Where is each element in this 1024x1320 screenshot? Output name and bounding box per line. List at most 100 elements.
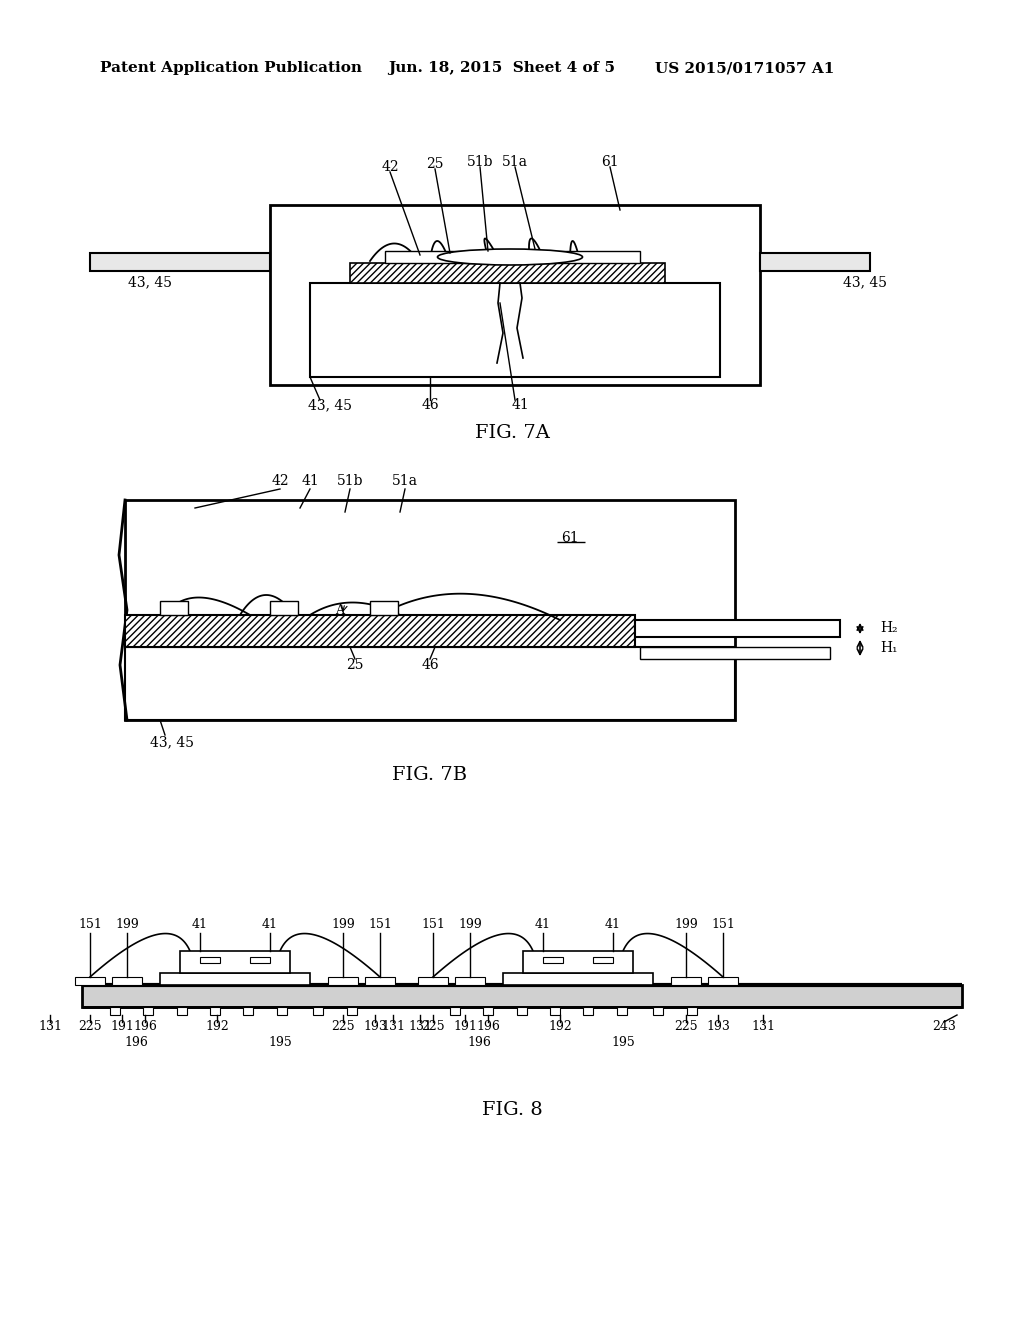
Text: 225: 225 (421, 1020, 444, 1034)
Text: 41: 41 (535, 919, 551, 932)
Bar (503, 973, 653, 985)
Bar (270, 601, 298, 615)
Text: 196: 196 (133, 1020, 157, 1034)
Bar (210, 1007, 220, 1015)
Bar (635, 620, 840, 638)
Text: 43, 45: 43, 45 (843, 275, 887, 289)
Text: 131: 131 (751, 1020, 775, 1034)
Text: 61: 61 (561, 531, 579, 545)
Bar (653, 1007, 663, 1015)
Text: 196: 196 (124, 1036, 147, 1049)
Text: FIG. 7B: FIG. 7B (392, 766, 468, 784)
Bar (370, 601, 398, 615)
Bar (250, 957, 270, 964)
Text: 151: 151 (421, 919, 445, 932)
Bar (82, 985, 962, 1007)
Text: 46: 46 (421, 657, 439, 672)
Text: H₂: H₂ (880, 622, 898, 635)
Text: 43, 45: 43, 45 (150, 735, 194, 748)
Text: A: A (336, 603, 344, 616)
Bar (347, 1007, 357, 1015)
Text: H₁: H₁ (880, 642, 897, 655)
Text: 41: 41 (301, 474, 318, 488)
Bar (110, 1007, 120, 1015)
Text: 25: 25 (426, 157, 443, 172)
Text: Jun. 18, 2015  Sheet 4 of 5: Jun. 18, 2015 Sheet 4 of 5 (388, 61, 615, 75)
Bar (640, 647, 830, 659)
Text: 131: 131 (381, 1020, 406, 1034)
Text: 42: 42 (271, 474, 289, 488)
Text: 41: 41 (193, 919, 208, 932)
Text: 151: 151 (368, 919, 392, 932)
Bar (385, 251, 640, 263)
Text: 199: 199 (674, 919, 698, 932)
Text: 151: 151 (711, 919, 735, 932)
Text: 225: 225 (674, 1020, 697, 1034)
Text: 51a: 51a (502, 154, 528, 169)
Bar (483, 1007, 493, 1015)
Text: Patent Application Publication: Patent Application Publication (100, 61, 362, 75)
Text: 46: 46 (421, 399, 439, 412)
Text: 191: 191 (453, 1020, 477, 1034)
Bar (418, 977, 449, 985)
Bar (270, 205, 760, 385)
Bar (517, 1007, 527, 1015)
Bar (180, 950, 290, 973)
Ellipse shape (437, 249, 583, 265)
Bar (313, 1007, 323, 1015)
Bar (760, 253, 870, 271)
Bar (543, 957, 563, 964)
Text: 191: 191 (110, 1020, 134, 1034)
Text: 199: 199 (115, 919, 139, 932)
Bar (125, 647, 735, 719)
Bar (177, 1007, 187, 1015)
Bar (160, 973, 310, 985)
Bar (455, 977, 485, 985)
Text: 193: 193 (707, 1020, 730, 1034)
Text: 61: 61 (601, 154, 618, 169)
Text: 43, 45: 43, 45 (308, 399, 352, 412)
Bar (112, 977, 142, 985)
Text: 193: 193 (364, 1020, 387, 1034)
Bar (75, 977, 105, 985)
Text: 25: 25 (346, 657, 364, 672)
Text: 131: 131 (38, 1020, 62, 1034)
Bar (593, 957, 613, 964)
Bar (365, 977, 395, 985)
Text: 199: 199 (331, 919, 355, 932)
Bar (708, 977, 738, 985)
Bar (328, 977, 358, 985)
Bar (450, 1007, 460, 1015)
Text: 43, 45: 43, 45 (128, 275, 172, 289)
Text: FIG. 8: FIG. 8 (481, 1101, 543, 1119)
Text: 196: 196 (476, 1020, 500, 1034)
Text: 41: 41 (605, 919, 621, 932)
Text: 243: 243 (932, 1020, 956, 1034)
Text: 41: 41 (262, 919, 278, 932)
Bar (90, 253, 270, 271)
Bar (143, 1007, 153, 1015)
Text: 151: 151 (78, 919, 102, 932)
Text: 51b: 51b (467, 154, 494, 169)
Bar (310, 282, 720, 378)
Text: 199: 199 (458, 919, 482, 932)
Bar (278, 1007, 287, 1015)
Bar (550, 1007, 560, 1015)
Text: 195: 195 (268, 1036, 292, 1049)
Bar (671, 977, 701, 985)
Text: 51b: 51b (337, 474, 364, 488)
Text: 225: 225 (331, 1020, 354, 1034)
Text: US 2015/0171057 A1: US 2015/0171057 A1 (655, 61, 835, 75)
Text: 192: 192 (205, 1020, 229, 1034)
Bar (200, 957, 220, 964)
Bar (350, 263, 665, 282)
Text: 42: 42 (381, 160, 398, 174)
Text: 195: 195 (611, 1036, 635, 1049)
Text: 192: 192 (548, 1020, 571, 1034)
Text: 41: 41 (511, 399, 528, 412)
Bar (125, 615, 635, 647)
Text: 51a: 51a (392, 474, 418, 488)
Bar (617, 1007, 627, 1015)
Bar (523, 950, 633, 973)
Bar (243, 1007, 253, 1015)
